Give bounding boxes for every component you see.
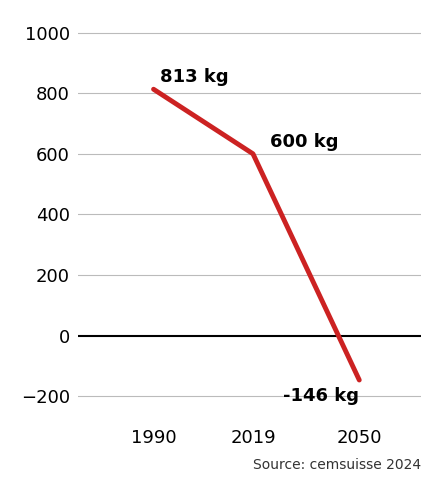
Text: -146 kg: -146 kg [283, 387, 359, 405]
Text: Source: cemsuisse 2024: Source: cemsuisse 2024 [253, 458, 421, 472]
Text: 813 kg: 813 kg [161, 68, 229, 86]
Text: 600 kg: 600 kg [270, 133, 339, 151]
